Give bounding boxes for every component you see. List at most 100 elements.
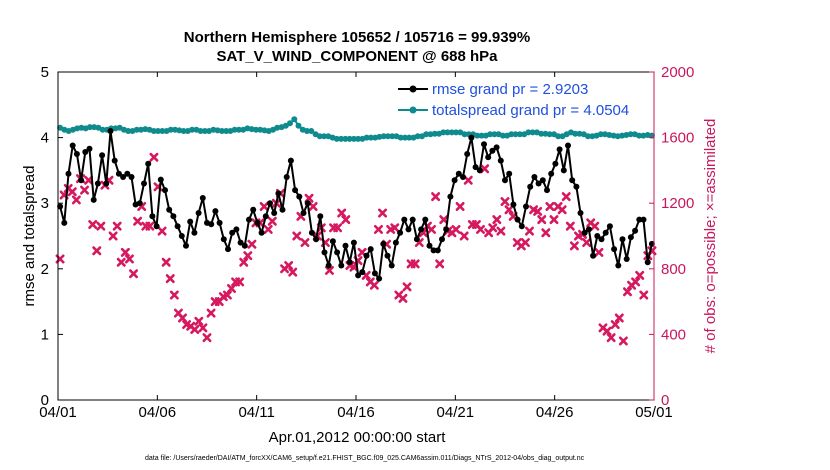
spread-point	[384, 133, 391, 140]
obs-point	[431, 192, 441, 202]
footer-data-file: data file: /Users/raeder/DAI/ATM_forcXX/…	[145, 455, 585, 462]
rmse-point	[120, 174, 127, 180]
y-right-tick-label: 1200	[661, 195, 694, 212]
y-tick-label: 1	[41, 326, 49, 343]
obs-point	[129, 269, 139, 279]
rmse-point	[304, 200, 311, 207]
rmse-point	[329, 238, 336, 245]
obs-point	[500, 197, 510, 207]
spread-point	[304, 128, 310, 134]
y-axis-right: 0 400 800 1200 1600 2000	[649, 64, 694, 409]
obs-point	[292, 231, 302, 241]
obs-point	[333, 223, 343, 233]
rmse-point	[481, 141, 487, 148]
obs-point	[247, 239, 257, 249]
obs-point	[67, 187, 77, 197]
x-tick-label: 04/11	[238, 404, 274, 421]
spread-point	[363, 134, 370, 141]
obs-point	[169, 290, 179, 300]
obs-point	[198, 323, 208, 333]
obs-point	[565, 221, 575, 231]
rmse-point	[313, 236, 320, 243]
obs-point	[92, 246, 102, 256]
rmse-point	[409, 216, 416, 223]
rmse-point	[632, 227, 639, 234]
rmse-point	[241, 242, 248, 249]
rmse-point	[124, 170, 131, 177]
obs-point	[488, 223, 498, 233]
rmse-line	[59, 130, 653, 280]
spread-point	[99, 126, 106, 133]
rmse-point	[82, 149, 89, 155]
obs-point	[541, 228, 551, 238]
rmse-point	[489, 147, 496, 154]
rmse-point	[355, 272, 362, 279]
rmse-point	[174, 223, 181, 230]
spread-point	[453, 129, 459, 136]
rmse-point	[61, 219, 68, 226]
obs-point	[618, 336, 628, 346]
rmse-point	[157, 176, 164, 183]
obs-point	[284, 261, 294, 271]
spread-point	[295, 122, 302, 129]
spread-point	[316, 133, 323, 140]
obs-point	[80, 185, 90, 195]
spread-point	[448, 129, 455, 136]
x-axis-label: Apr.01,2012 00:00:00 start	[269, 429, 447, 446]
spread-point	[474, 132, 481, 139]
rmse-point	[292, 187, 299, 194]
rmse-point	[464, 151, 471, 157]
legend-rmse-marker	[409, 85, 417, 93]
rmse-point	[136, 200, 143, 207]
spread-point	[155, 128, 161, 134]
spread-point	[389, 133, 396, 140]
rmse-point	[86, 145, 93, 152]
spread-point	[525, 129, 532, 136]
spread-point	[636, 132, 643, 139]
obs-point	[288, 267, 298, 277]
rmse-point	[178, 233, 185, 239]
obs-point	[116, 257, 126, 267]
x-axis: 04/01 04/06 04/11 04/16 04/21 04/26 05/01	[39, 72, 673, 421]
rmse-point	[325, 262, 332, 269]
rmse-point	[493, 144, 500, 151]
y-axis-left: 0 1 2 3 4 5	[41, 64, 63, 409]
rmse-point	[573, 183, 580, 190]
obs-point	[492, 215, 502, 225]
spread-point	[461, 131, 468, 138]
rmse-point	[430, 247, 437, 254]
rmse-point	[434, 247, 441, 254]
y-right-tick-label: 2000	[661, 64, 694, 81]
spread-point	[201, 128, 208, 134]
rmse-point	[376, 275, 383, 282]
rmse-point	[99, 152, 106, 159]
rmse-point	[246, 216, 252, 223]
obs-point	[451, 224, 461, 234]
obs-point	[378, 208, 388, 218]
obs-point	[496, 226, 506, 236]
rmse-point	[548, 170, 555, 177]
spread-point	[627, 131, 634, 138]
legend-rmse-label: rmse grand pr = 2.9203	[432, 81, 588, 98]
rmse-point	[262, 213, 269, 220]
rmse-point	[359, 269, 366, 276]
rmse-point	[590, 252, 597, 259]
rmse-point	[640, 216, 647, 223]
spread-series	[57, 116, 655, 142]
obs-point	[337, 208, 347, 218]
obs-point	[504, 205, 514, 215]
obs-point	[165, 274, 175, 284]
rmse-point	[220, 236, 227, 243]
rmse-point	[267, 200, 273, 207]
rmse-point	[149, 213, 156, 220]
x-tick-label: 05/01	[635, 404, 673, 421]
obs-point	[108, 231, 118, 241]
rmse-point	[103, 180, 110, 187]
rmse-point	[111, 157, 118, 164]
rmse-point	[523, 203, 529, 210]
rmse-point	[258, 229, 265, 236]
rmse-point	[199, 195, 206, 201]
rmse-point	[455, 170, 462, 177]
obs-point	[308, 201, 318, 211]
rmse-point	[531, 174, 538, 180]
